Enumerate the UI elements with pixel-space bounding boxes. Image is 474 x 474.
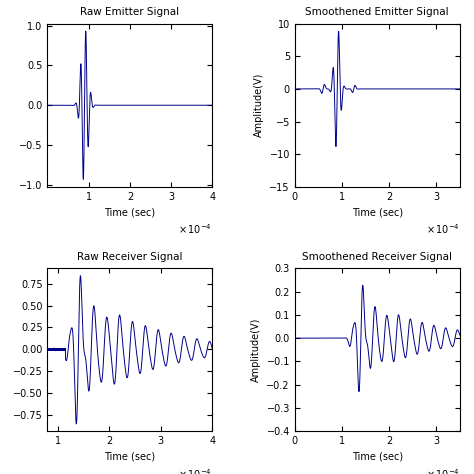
Title: Raw Emitter Signal: Raw Emitter Signal (80, 8, 180, 18)
Title: Smoothened Emitter Signal: Smoothened Emitter Signal (305, 8, 449, 18)
X-axis label: Time (sec): Time (sec) (352, 452, 403, 462)
Title: Raw Receiver Signal: Raw Receiver Signal (77, 252, 182, 262)
Text: $\times\,10^{-4}$: $\times\,10^{-4}$ (178, 467, 212, 474)
X-axis label: Time (sec): Time (sec) (104, 452, 155, 462)
Y-axis label: Amplitude(V): Amplitude(V) (254, 73, 264, 137)
Y-axis label: Amplitude(V): Amplitude(V) (251, 318, 261, 382)
Text: $\times\,10^{-4}$: $\times\,10^{-4}$ (178, 223, 212, 237)
X-axis label: Time (sec): Time (sec) (352, 207, 403, 217)
X-axis label: Time (sec): Time (sec) (104, 207, 155, 217)
Title: Smoothened Receiver Signal: Smoothened Receiver Signal (302, 252, 452, 262)
Text: $\times\,10^{-4}$: $\times\,10^{-4}$ (426, 223, 460, 237)
Text: $\times\,10^{-4}$: $\times\,10^{-4}$ (426, 467, 460, 474)
